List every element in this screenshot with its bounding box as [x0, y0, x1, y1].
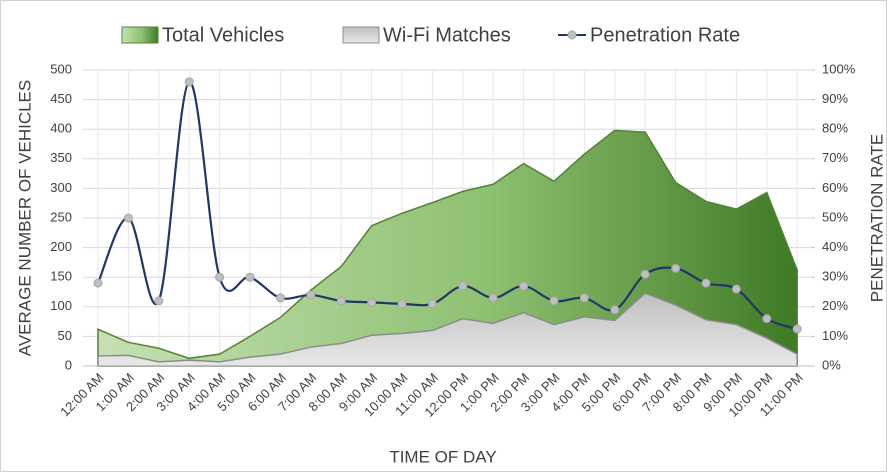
- legend-swatch: [121, 26, 159, 44]
- legend-label: Penetration Rate: [590, 24, 740, 46]
- point: [427, 299, 437, 309]
- y-tick-label: 350: [50, 150, 72, 165]
- point: [519, 281, 529, 291]
- y2-axis-title: PENETRATION RATE: [867, 134, 886, 302]
- legend-label: Total Vehicles: [162, 24, 284, 46]
- y-tick-label: 400: [50, 121, 72, 136]
- y-tick-label: 0: [65, 357, 72, 372]
- areas: [97, 129, 798, 367]
- point: [610, 305, 620, 315]
- point: [336, 296, 346, 306]
- legend-swatch: [342, 26, 380, 44]
- point: [488, 293, 498, 303]
- point: [731, 284, 741, 294]
- point: [762, 314, 772, 324]
- point: [397, 299, 407, 309]
- point: [184, 77, 194, 87]
- y-tick-label: 200: [50, 239, 72, 254]
- y2-tick-label: 90%: [822, 91, 848, 106]
- y2-tick-label: 70%: [822, 150, 848, 165]
- lines: [93, 77, 802, 334]
- legend-label: Wi-Fi Matches: [383, 24, 511, 46]
- point: [154, 296, 164, 306]
- area: [97, 129, 798, 367]
- point: [275, 293, 285, 303]
- y-tick-label: 150: [50, 269, 72, 284]
- point: [367, 297, 377, 307]
- point: [306, 290, 316, 300]
- y-tick-label: 300: [50, 180, 72, 195]
- y2-tick-label: 80%: [822, 121, 848, 136]
- point: [701, 278, 711, 288]
- point: [549, 296, 559, 306]
- legend: Total Vehicles Wi-Fi Matches Penetration R…: [121, 24, 740, 46]
- y2-tick-label: 40%: [822, 239, 848, 254]
- legend-marker: [567, 30, 577, 40]
- point: [123, 213, 133, 223]
- point: [579, 293, 589, 303]
- y2-tick-label: 0%: [822, 357, 841, 372]
- point: [640, 269, 650, 279]
- point: [215, 272, 225, 282]
- y-tick-label: 450: [50, 91, 72, 106]
- point: [458, 281, 468, 291]
- y-tick-label: 250: [50, 209, 72, 224]
- point: [671, 263, 681, 273]
- y2-tick-label: 30%: [822, 269, 848, 284]
- y-tick-label: 100: [50, 298, 72, 313]
- y2-tick-label: 20%: [822, 298, 848, 313]
- y-tick-label: 50: [58, 328, 72, 343]
- point: [245, 272, 255, 282]
- y2-tick-label: 10%: [822, 328, 848, 343]
- y2-tick-label: 50%: [822, 209, 848, 224]
- area: [97, 292, 798, 367]
- point: [93, 278, 103, 288]
- y-tick-label: 500: [50, 61, 72, 76]
- y2-tick-label: 60%: [822, 180, 848, 195]
- y-axis-title: AVERAGE NUMBER OF VEHICLES: [15, 80, 34, 356]
- y2-tick-label: 100%: [822, 61, 856, 76]
- point: [792, 324, 802, 334]
- x-axis-title: TIME OF DAY: [389, 447, 496, 466]
